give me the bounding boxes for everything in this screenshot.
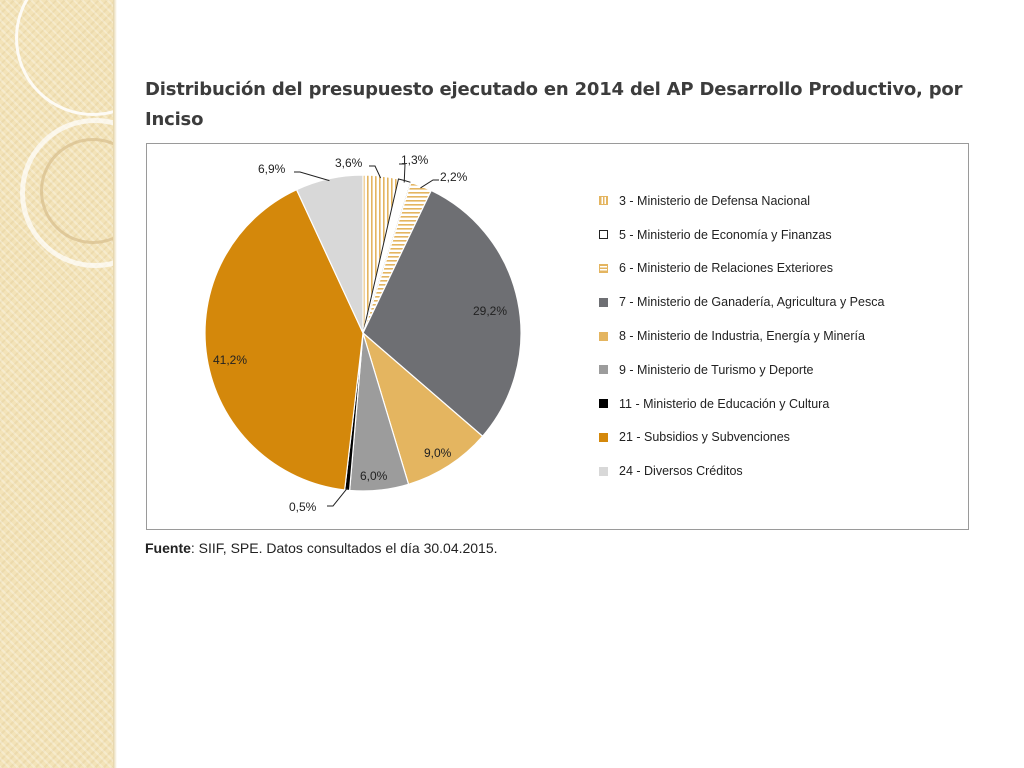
legend-label: 9 - Ministerio de Turismo y Deporte: [619, 362, 814, 377]
chart-frame: 3,6% 1,3% 2,2% 29,2% 9,0% 6,0% 0,5% 41,2% 6,9% 3…: [146, 143, 969, 530]
legend-item-9-ministerio-de-turismo-y-deporte: 9 - Ministerio de Turismo y Deporte: [599, 353, 965, 387]
slice-label-24-diversos-creditos: 6,9%: [258, 162, 286, 176]
pie-slice-21-subsidios-y-subvenciones: [204, 188, 364, 491]
chart-legend: 3 - Ministerio de Defensa Nacional 5 - Mi…: [599, 184, 965, 488]
legend-swatch: [599, 399, 608, 409]
legend-item-11-ministerio-de-educacion-y-cultura: 11 - Ministerio de Educación y Cultura: [599, 387, 965, 421]
leader-line-24-diversos-creditos: [294, 171, 330, 182]
legend-label: 24 - Diversos Créditos: [619, 464, 743, 479]
slice-label-8-ministerio-de-industria-energia-y-mineria: 9,0%: [424, 446, 452, 460]
legend-swatch: [599, 230, 608, 240]
legend-swatch: [599, 365, 608, 375]
pie-labels: 3,6% 1,3% 2,2% 29,2% 9,0% 6,0% 0,5% 41,2% 6,9%: [213, 153, 507, 514]
leader-line-5-ministerio-de-economia-y-finanzas: [399, 163, 406, 183]
legend-swatch: [599, 466, 608, 476]
legend-label: 6 - Ministerio de Relaciones Exteriores: [619, 261, 833, 276]
legend-label: 11 - Ministerio de Educación y Cultura: [619, 396, 830, 411]
source-note: Fuente: SIIF, SPE. Datos consultados el …: [145, 540, 498, 556]
legend-label: 21 - Subsidios y Subvenciones: [619, 430, 790, 445]
decorative-ring: [15, 0, 113, 116]
chart-title: Distribución del presupuesto ejecutado e…: [145, 79, 963, 130]
side-divider: [113, 0, 117, 768]
slice-label-6-ministerio-de-relaciones-exteriores: 2,2%: [440, 170, 468, 184]
legend-label: 7 - Ministerio de Ganadería, Agricultura…: [619, 295, 885, 310]
source-text: : SIIF, SPE. Datos consultados el día 30…: [190, 540, 498, 556]
leader-line-6-ministerio-de-relaciones-exteriores: [420, 179, 439, 189]
legend-item-3-ministerio-de-defensa-nacional: 3 - Ministerio de Defensa Nacional: [599, 184, 965, 218]
legend-item-8-ministerio-de-industria-energia-y-mineria: 8 - Ministerio de Industria, Energía y M…: [599, 319, 965, 353]
slice-label-11-ministerio-de-educacion-y-cultura: 0,5%: [289, 500, 317, 514]
legend-swatch: [599, 432, 608, 442]
legend-label: 8 - Ministerio de Industria, Energía y M…: [619, 329, 865, 344]
pie-slice-8-ministerio-de-industria-energia-y-mineria: [361, 331, 484, 486]
slice-label-9-ministerio-de-turismo-y-deporte: 6,0%: [360, 469, 388, 483]
legend-item-21-subsidios-y-subvenciones: 21 - Subsidios y Subvenciones: [599, 421, 965, 455]
legend-item-5-ministerio-de-economia-y-finanzas: 5 - Ministerio de Economía y Finanzas: [599, 218, 965, 252]
legend-label: 3 - Ministerio de Defensa Nacional: [619, 193, 811, 208]
legend-item-24-diversos-creditos: 24 - Diversos Créditos: [599, 454, 965, 488]
legend-item-7-ministerio-de-ganaderia-agricultura-y-pesca: 7 - Ministerio de Ganadería, Agricultura…: [599, 285, 965, 319]
legend-swatch: [599, 196, 608, 206]
legend-swatch: [599, 263, 608, 273]
pie-chart: 3,6% 1,3% 2,2% 29,2% 9,0% 6,0% 0,5% 41,2% 6,9%: [204, 153, 522, 514]
slice-label-7-ministerio-de-ganaderia-agricultura-y-pesca: 29,2%: [473, 304, 507, 318]
slice-label-3-ministerio-de-defensa-nacional: 3,6%: [335, 156, 363, 170]
legend-item-6-ministerio-de-relaciones-exteriores: 6 - Ministerio de Relaciones Exteriores: [599, 252, 965, 286]
source-label: Fuente: [145, 540, 191, 556]
pie-slice-24-diversos-creditos: [295, 174, 364, 334]
pie-slices: [204, 174, 522, 492]
decorative-side-panel: [0, 0, 113, 768]
legend-swatch: [599, 297, 608, 307]
slice-label-5-ministerio-de-economia-y-finanzas: 1,3%: [401, 153, 429, 167]
pie-slice-7-ministerio-de-ganaderia-agricultura-y-pesca: [362, 189, 522, 438]
leader-line-11-ministerio-de-educacion-y-cultura: [327, 487, 348, 507]
legend-swatch: [599, 331, 608, 341]
legend-label: 5 - Ministerio de Economía y Finanzas: [619, 227, 832, 242]
leader-line-3-ministerio-de-defensa-nacional: [369, 165, 382, 179]
slice-label-21-subsidios-y-subvenciones: 41,2%: [213, 353, 247, 367]
